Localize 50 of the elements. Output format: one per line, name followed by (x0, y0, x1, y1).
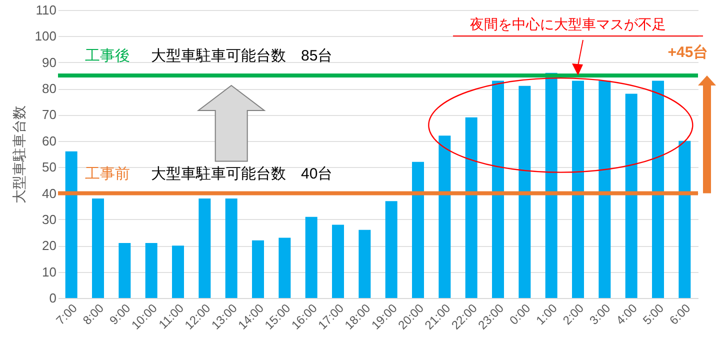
ref-line-label: 工事前 (85, 165, 130, 182)
bar (598, 80, 611, 298)
x-tick-label: 4:00 (613, 300, 640, 328)
x-tick-label: 0:00 (506, 300, 534, 328)
bar (358, 230, 371, 298)
y-tick-label: 80 (42, 81, 56, 96)
y-tick-label: 70 (42, 107, 56, 122)
x-tick-label: 6:00 (666, 300, 694, 328)
bar (438, 136, 451, 298)
y-tick-label: 20 (42, 238, 56, 254)
bar (465, 117, 478, 298)
bar (652, 80, 664, 298)
y-tick-label: 40 (42, 186, 56, 201)
x-tick-label: 9:00 (106, 300, 134, 328)
bar (305, 216, 318, 298)
ref-line-label: 工事後 (85, 47, 130, 64)
bar (625, 94, 638, 298)
y-tick-label: 30 (42, 212, 56, 227)
annotation: +45台 (668, 44, 708, 61)
y-tick-label: 10 (42, 264, 56, 280)
bar (172, 246, 184, 298)
bar (225, 198, 238, 298)
bar (252, 240, 264, 298)
y-tick-label: 60 (42, 133, 56, 148)
y-tick-label: 110 (36, 2, 56, 18)
bar (492, 80, 504, 298)
x-tick-label: 5:00 (640, 300, 667, 328)
y-tick-label: 90 (42, 54, 56, 70)
bar (678, 140, 691, 298)
annotation: 大型車駐車可能台数 85台 (151, 47, 333, 64)
bar (92, 198, 104, 298)
bar (572, 80, 584, 298)
y-tick-label: 100 (34, 28, 56, 44)
y-tick-label: 50 (42, 160, 56, 175)
bar (118, 243, 131, 298)
bar (412, 162, 424, 298)
bar (198, 198, 211, 298)
bar (332, 224, 344, 298)
bar (65, 151, 78, 298)
y-tick-label: 0 (49, 290, 56, 306)
bar (385, 201, 398, 298)
annotation: 大型車駐車可能台数 40台 (151, 165, 333, 182)
annotation: 夜間を中心に大型車マスが不足 (470, 16, 666, 32)
bar (278, 238, 291, 298)
x-tick-label: 8:00 (80, 300, 107, 328)
bar (145, 243, 158, 298)
bar (518, 86, 531, 298)
bar (545, 72, 558, 298)
y-axis-title: 大型車駐車台数 (10, 106, 27, 204)
x-tick-label: 3:00 (586, 300, 614, 328)
